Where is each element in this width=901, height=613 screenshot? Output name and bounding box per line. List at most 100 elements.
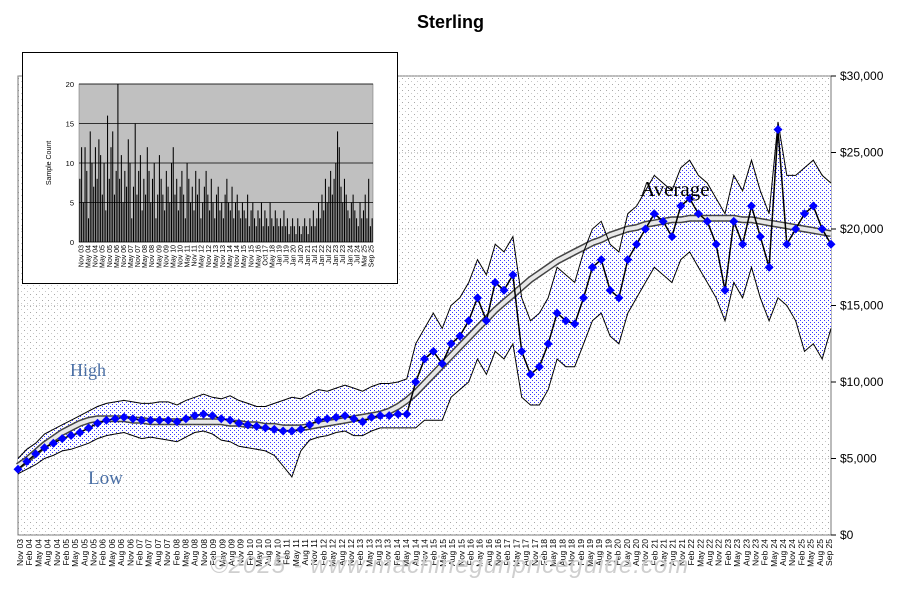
- average-marker: [305, 420, 315, 430]
- inset-bar: [278, 226, 280, 242]
- inset-x-tick-label: Nov 10: [178, 245, 185, 267]
- x-tick-label: May 17: [511, 539, 521, 567]
- inset-bar: [307, 234, 309, 242]
- x-tick-label: Aug 13: [374, 539, 384, 566]
- inset-bar: [183, 194, 185, 242]
- inset-x-tick-label: Jul 20: [298, 245, 305, 264]
- x-tick-label: May 16: [475, 539, 485, 567]
- inset-bar: [305, 226, 307, 242]
- inset-bar: [221, 202, 223, 242]
- average-marker: [358, 417, 368, 427]
- inset-x-tick-label: Nov 09: [163, 245, 170, 267]
- inset-bar: [215, 194, 218, 242]
- x-tick-label: Feb 04: [24, 539, 34, 566]
- average-marker: [667, 232, 677, 242]
- inset-bar: [247, 194, 249, 242]
- inset-x-tick-label: Nov 13: [220, 245, 227, 267]
- y-tick-label: $10,000: [840, 375, 884, 389]
- x-tick-label: Feb 23: [723, 539, 733, 566]
- average-marker: [172, 417, 182, 427]
- inset-x-ticks: Nov 03 May 04 Nov 04 May 05 Nov 05 May 06 Nov …: [79, 245, 376, 268]
- inset-bar: [229, 210, 231, 242]
- inset-bar: [200, 218, 202, 242]
- inset-bar: [112, 131, 114, 242]
- inset-x-tick-label: May 18: [270, 245, 277, 268]
- average-marker: [799, 209, 809, 219]
- inset-bar: [262, 226, 264, 242]
- average-marker: [764, 262, 774, 272]
- average-annotation: Average: [640, 177, 710, 201]
- inset-bar: [333, 178, 335, 242]
- inset-bar: [86, 170, 88, 242]
- average-marker: [146, 415, 156, 425]
- inset-bar: [368, 178, 370, 242]
- average-marker: [154, 415, 164, 425]
- inset-bar: [205, 170, 207, 242]
- x-tick-label: Feb 13: [355, 539, 365, 566]
- inset-bar: [267, 226, 269, 242]
- inset-bar: [164, 210, 166, 242]
- inset-bar: [145, 194, 147, 242]
- average-marker: [181, 414, 191, 424]
- inset-bar: [240, 218, 242, 242]
- average-marker: [517, 346, 527, 356]
- inset-bar: [146, 147, 148, 242]
- inset-bar: [345, 194, 347, 242]
- average-marker: [57, 434, 67, 444]
- inset-bar: [89, 131, 91, 242]
- inset-x-tick-label: Jul 23: [340, 245, 347, 264]
- inset-y-ticks: 0 5 10 15 20: [66, 80, 74, 247]
- y-tick-label: $25,000: [840, 146, 884, 160]
- inset-bar: [347, 210, 349, 242]
- average-marker: [534, 362, 544, 372]
- inset-bar: [190, 202, 192, 242]
- inset-bar: [260, 202, 262, 242]
- inset-x-tick-label: May 14: [227, 245, 234, 268]
- inset-bar: [195, 170, 197, 242]
- inset-bar: [288, 234, 290, 242]
- inset-bar: [113, 194, 115, 242]
- inset-bar: [148, 170, 150, 242]
- inset-bar: [342, 202, 344, 242]
- average-marker: [366, 412, 376, 422]
- y-axis-ticks: $0 $5,000 $10,000 $15,000 $20,000 $25,000 $30,…: [831, 69, 884, 542]
- inset-bar: [326, 202, 328, 242]
- inset-bar: [274, 210, 276, 242]
- inset-x-tick-label: May 10: [171, 245, 178, 268]
- inset-bar: [316, 218, 318, 242]
- inset-x-tick-label: May 16: [255, 245, 262, 268]
- inset-bar: [364, 194, 366, 242]
- high-annotation: High: [70, 360, 106, 380]
- x-tick-label: Nov 19: [603, 539, 613, 566]
- average-marker: [393, 409, 403, 419]
- x-tick-label: Aug 20: [631, 539, 641, 566]
- average-marker: [128, 414, 138, 424]
- inset-bar: [217, 186, 219, 242]
- inset-bar: [362, 210, 365, 242]
- average-marker: [685, 193, 695, 203]
- x-tick-label: Feb 05: [61, 539, 71, 566]
- x-tick-label: May 07: [144, 539, 154, 567]
- inset-bar: [343, 178, 345, 242]
- inset-bar: [169, 202, 171, 242]
- inset-bar: [186, 163, 188, 242]
- average-marker: [446, 339, 456, 349]
- inset-bar: [295, 234, 297, 242]
- inset-bar: [120, 155, 122, 242]
- inset-bar: [285, 226, 287, 242]
- x-tick-label: Nov 22: [714, 539, 724, 566]
- inset-bar: [255, 226, 257, 242]
- x-tick-label: Aug 09: [226, 539, 236, 566]
- average-marker: [782, 239, 792, 249]
- inset-bar: [352, 194, 354, 242]
- x-tick-label: Feb 15: [429, 539, 439, 566]
- y-tick-label: $30,000: [840, 69, 884, 83]
- inset-bar: [371, 218, 373, 242]
- inset-x-tick-label: Nov 12: [206, 245, 213, 267]
- x-tick-label: May 21: [659, 539, 669, 567]
- inset-bar: [207, 194, 209, 242]
- x-tick-label: Nov 24: [787, 539, 797, 566]
- average-marker: [808, 201, 818, 211]
- inset-bar: [300, 234, 302, 242]
- inset-y-axis-label: Sample Count: [46, 141, 53, 185]
